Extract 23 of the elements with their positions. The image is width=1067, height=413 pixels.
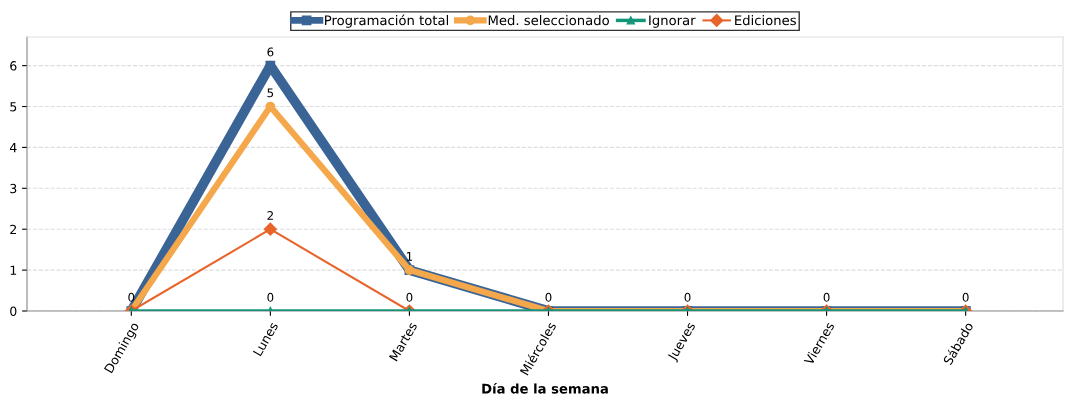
y-tick-label: 6 bbox=[10, 61, 17, 71]
data-label: 6 bbox=[267, 47, 274, 57]
data-label: 0 bbox=[684, 292, 691, 302]
y-tick-label: 1 bbox=[10, 265, 17, 275]
legend-label: Med. seleccionado bbox=[488, 14, 609, 26]
legend-label: Ignorar bbox=[649, 15, 696, 28]
data-label: 0 bbox=[128, 292, 135, 302]
y-tick-label: 2 bbox=[10, 224, 17, 234]
x-axis-title: Día de la semana bbox=[482, 382, 608, 394]
y-tick-label: 0 bbox=[10, 306, 17, 316]
data-label: 0 bbox=[267, 292, 274, 302]
data-label: 0 bbox=[406, 292, 413, 302]
legend-label: Ediciones bbox=[735, 14, 796, 26]
data-label: 0 bbox=[545, 292, 552, 302]
y-tick-label: 3 bbox=[10, 183, 17, 194]
data-label: 5 bbox=[267, 88, 274, 98]
y-tick-label: 4 bbox=[9, 143, 17, 153]
data-label: 0 bbox=[823, 292, 830, 302]
data-label: 2 bbox=[267, 211, 273, 220]
data-label: 0 bbox=[962, 292, 969, 302]
data-label: 1 bbox=[406, 252, 413, 261]
legend-label: Programación total bbox=[325, 14, 448, 28]
y-tick-label: 5 bbox=[10, 102, 17, 112]
